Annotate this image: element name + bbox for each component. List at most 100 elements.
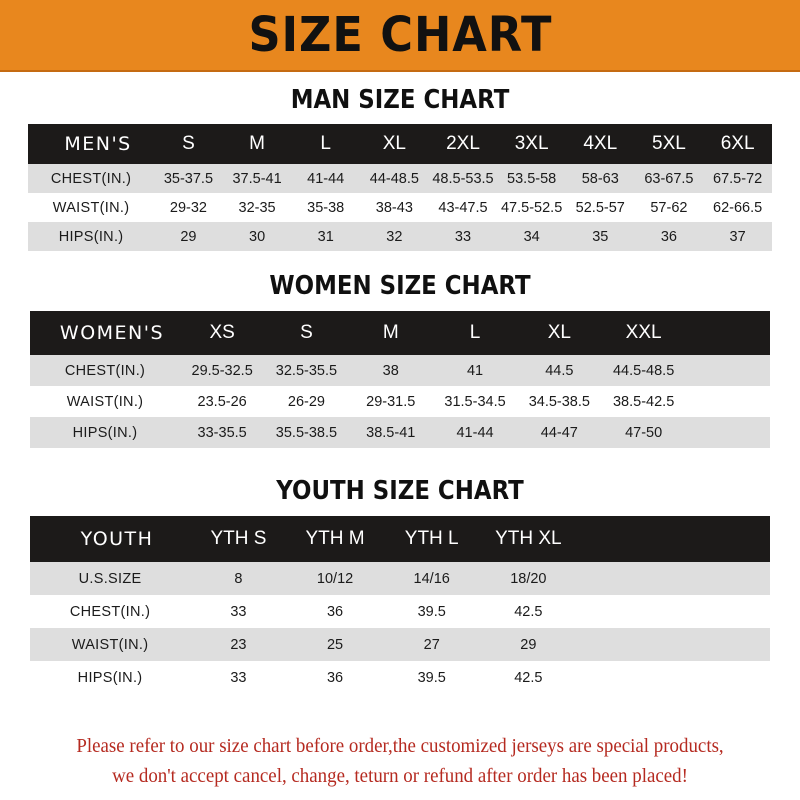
cell-value: 35-38 — [307, 199, 345, 216]
cell-value: 35-37.5 — [163, 170, 214, 187]
column-header-3xl: 3XL — [514, 133, 549, 154]
column-header-4xl: 4XL — [583, 133, 618, 154]
cell-value: 29-32 — [169, 199, 207, 216]
row-label: HIPS(IN.) — [77, 669, 143, 686]
table-row: WAIST(IN.) 29-32 32-35 35-38 38-43 43-47.5 47.… — [28, 193, 772, 222]
order-notice-line-2: we don't accept cancel, change, teturn o… — [112, 766, 688, 787]
column-header-empty — [686, 311, 770, 355]
row-label: CHEST(IN.) — [64, 362, 146, 379]
cell-empty — [577, 595, 674, 628]
cell-value: 27 — [423, 636, 440, 653]
table-header-label: MEN'S — [64, 133, 132, 155]
column-header-2xl: 2XL — [446, 133, 480, 154]
cell-empty — [577, 661, 674, 694]
column-header-m: M — [249, 133, 265, 154]
cell-value: 38.5-42.5 — [612, 393, 675, 410]
cell-value: 41 — [466, 362, 484, 379]
cell-value: 44.5 — [545, 362, 574, 379]
table-header-row: WOMEN'S XS S M L XL XXL — [30, 311, 771, 355]
cell-empty — [673, 562, 770, 595]
table-row: HIPS(IN.) 33-35.5 35.5-38.5 38.5-41 41-44 44-… — [30, 417, 771, 448]
table-row: CHEST(IN.) 35-37.5 37.5-41 41-44 44-48.5 48.5… — [28, 164, 772, 193]
cell-value: 31.5-34.5 — [444, 393, 506, 410]
cell-value: 29 — [520, 636, 537, 653]
table-wrap-women: WOMEN'S XS S M L XL XXL CHEST(IN.) 29.5-32.5 32.5… — [30, 311, 771, 448]
cell-value: 39.5 — [417, 669, 446, 686]
table-header-label: YOUTH — [80, 528, 154, 550]
row-label: WAIST(IN.) — [71, 636, 149, 653]
section-title-men: MAN SIZE CHART — [290, 85, 510, 115]
row-label: HIPS(IN.) — [72, 424, 138, 441]
row-label: U.S.SIZE — [78, 570, 142, 587]
table-header-row: YOUTH YTH S YTH M YTH L YTH XL — [30, 516, 770, 562]
cell-value: 32-35 — [238, 199, 276, 216]
size-table-women: WOMEN'S XS S M L XL XXL CHEST(IN.) 29.5-32.5 32.5… — [30, 311, 771, 448]
table-row: CHEST(IN.) 33 36 39.5 42.5 — [30, 595, 770, 628]
cell-value: 36 — [326, 603, 344, 620]
table-row: HIPS(IN.) 33 36 39.5 42.5 — [30, 661, 770, 694]
cell-empty — [577, 628, 674, 661]
section-women: WOMEN SIZE CHART WOMEN'S XS S M L XL XXL CHEST(… — [0, 271, 800, 448]
column-header-l: L — [469, 322, 481, 343]
cell-value: 32.5-35.5 — [275, 362, 338, 379]
cell-value: 44.5-48.5 — [612, 362, 675, 379]
column-header-empty — [577, 516, 674, 562]
cell-value: 33 — [454, 228, 472, 245]
page-title: SIZE CHART — [248, 7, 552, 63]
cell-value: 42.5 — [514, 669, 543, 686]
row-label: WAIST(IN.) — [52, 199, 130, 216]
cell-value: 34 — [523, 228, 540, 245]
column-header-xl: XL — [382, 133, 406, 154]
cell-value: 29 — [180, 228, 197, 245]
cell-value: 38 — [382, 362, 399, 379]
cell-value: 38-43 — [375, 199, 413, 216]
column-header-m: M — [382, 322, 399, 343]
cell-value: 62-66.5 — [713, 199, 763, 216]
table-row: WAIST(IN.) 23 25 27 29 — [30, 628, 770, 661]
cell-value: 31 — [317, 228, 334, 245]
cell-empty — [686, 417, 770, 448]
cell-value: 47-50 — [625, 424, 663, 441]
row-label: CHEST(IN.) — [50, 170, 132, 187]
cell-value: 43-47.5 — [438, 199, 488, 216]
column-header-xxl: XXL — [625, 322, 662, 343]
cell-value: 33-35.5 — [197, 424, 247, 441]
table-row: CHEST(IN.) 29.5-32.5 32.5-35.5 38 41 44.5 44.5… — [30, 355, 771, 386]
section-title-youth: YOUTH SIZE CHART — [276, 476, 524, 506]
cell-value: 29-31.5 — [366, 393, 416, 410]
cell-value: 39.5 — [417, 603, 446, 620]
cell-value: 35.5-38.5 — [275, 424, 338, 441]
cell-value: 41-44 — [307, 170, 345, 187]
column-header-yth-xl: YTH XL — [495, 528, 562, 549]
size-table-youth: YOUTH YTH S YTH M YTH L YTH XL U.S.SIZE 8 10/12… — [30, 516, 770, 694]
cell-empty — [673, 628, 770, 661]
cell-value: 58-63 — [581, 170, 619, 187]
size-table-men: MEN'S S M L XL 2XL 3XL 4XL 5XL 6XL CHEST(IN.) 35-37… — [28, 124, 772, 251]
section-title-women: WOMEN SIZE CHART — [269, 271, 531, 301]
row-label: CHEST(IN.) — [69, 603, 151, 620]
cell-empty — [686, 386, 770, 417]
order-notice-line-1: Please refer to our size chart before or… — [76, 736, 724, 757]
section-men: MAN SIZE CHART MEN'S S M L XL 2XL 3XL 4XL 5XL 6XL… — [0, 85, 800, 251]
column-header-5xl: 5XL — [652, 133, 686, 154]
cell-value: 8 — [234, 570, 243, 587]
cell-value: 29.5-32.5 — [191, 362, 253, 379]
cell-value: 38.5-41 — [366, 424, 416, 441]
cell-value: 26-29 — [287, 393, 325, 410]
cell-value: 32 — [386, 228, 403, 245]
column-header-xl: XL — [547, 322, 571, 343]
cell-value: 37.5-41 — [232, 170, 282, 187]
table-wrap-youth: YOUTH YTH S YTH M YTH L YTH XL U.S.SIZE 8 10/12… — [30, 516, 770, 694]
cell-value: 67.5-72 — [713, 170, 763, 187]
cell-value: 37 — [729, 228, 746, 245]
cell-value: 53.5-58 — [507, 170, 557, 187]
cell-value: 33 — [230, 669, 247, 686]
column-header-yth-m: YTH M — [305, 528, 365, 549]
column-header-l: L — [320, 133, 331, 154]
row-label: WAIST(IN.) — [66, 393, 144, 410]
cell-value: 23.5-26 — [197, 393, 247, 410]
cell-value: 35 — [592, 228, 609, 245]
cell-value: 44-48.5 — [369, 170, 419, 187]
cell-value: 36 — [660, 228, 677, 245]
